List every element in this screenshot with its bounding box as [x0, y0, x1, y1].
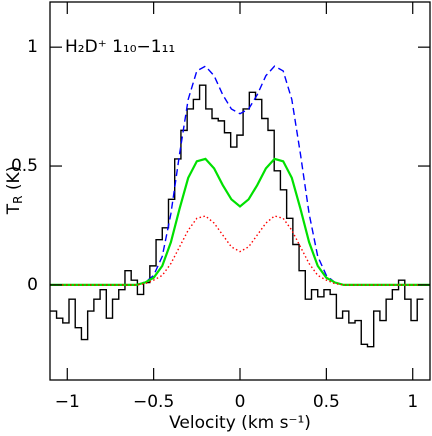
- spectrum-dashed: [50, 65, 430, 286]
- x-tick-label: 0: [235, 392, 246, 412]
- x-tick-label: −0.5: [133, 392, 174, 412]
- x-axis-label: Velocity (km s⁻¹): [169, 413, 311, 433]
- y-tick-label: 1: [27, 37, 38, 57]
- spectrum-solid: [50, 157, 430, 287]
- y-label-main: T: [4, 203, 24, 215]
- y-tick-label: 0: [27, 275, 38, 295]
- annotation: H₂D⁺ 1₁₀−1₁₁: [65, 37, 175, 57]
- plot-area: [50, 65, 430, 348]
- spectrum-step: [50, 84, 424, 348]
- y-axis-label: TR (K): [4, 166, 25, 216]
- y-tick-label: 0.5: [11, 156, 38, 176]
- spectrum-dotted: [50, 215, 430, 286]
- y-label-unit: (K): [4, 166, 24, 196]
- x-tick-label: −1: [55, 392, 80, 412]
- x-tick-label: 0.5: [313, 392, 340, 412]
- x-tick-label: 1: [407, 392, 418, 412]
- y-label-sub: R: [11, 196, 25, 204]
